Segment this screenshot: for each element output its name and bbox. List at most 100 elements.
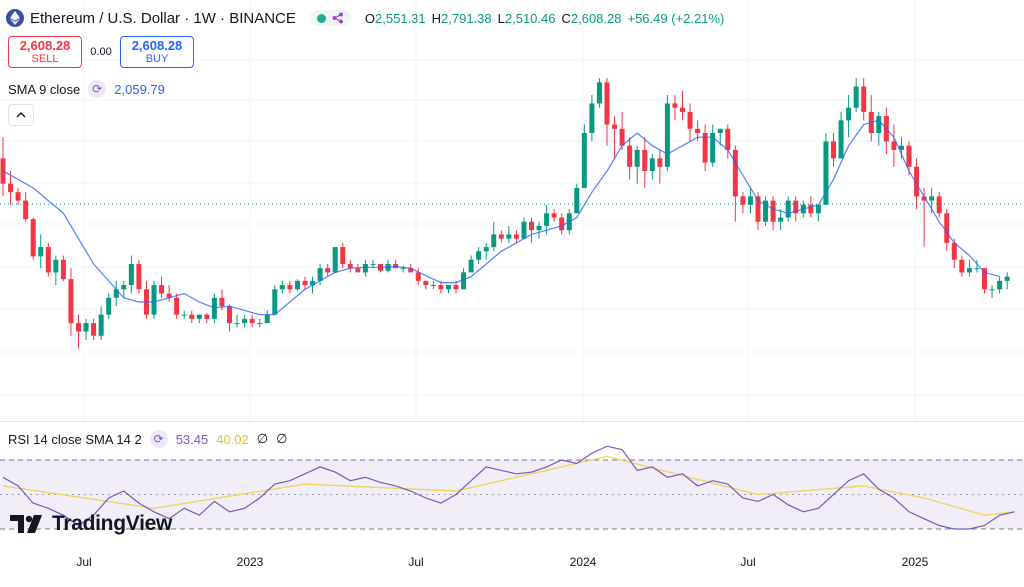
logo-text: TradingView [52,512,173,535]
x-tick-label: 2025 [901,555,929,569]
candle-body [702,133,708,163]
candle-body [559,217,565,231]
symbol-header: Ethereum / U.S. Dollar · 1W · BINANCE O2… [6,7,724,29]
symbol-title[interactable]: Ethereum / U.S. Dollar · 1W · BINANCE [30,9,296,27]
candle-body [574,187,580,214]
candle-body [60,259,66,280]
candle-body [551,213,557,218]
candle-body [966,268,972,273]
candle-body [53,259,59,273]
buy-button[interactable]: 2,608.28 BUY [120,36,194,68]
candle-body [279,285,285,290]
candle-body [596,82,602,104]
candle-body [136,263,142,290]
ethereum-icon [6,9,24,27]
candle-body [732,149,738,197]
open-value: 2,551.31 [375,10,426,26]
candle-body [242,318,248,324]
candle-body [189,314,195,319]
candle-body [483,247,489,252]
ohlc-values: O2,551.31 H2,791.38 L2,510.46 C2,608.28 … [365,11,724,26]
candle-body [196,314,202,319]
candle-body [476,251,482,260]
buy-label: BUY [145,53,169,66]
rsi-sma-value: 40.02 [216,431,249,447]
high-label: H [431,10,442,26]
candle-body [83,323,89,332]
sell-label: SELL [31,53,59,66]
candle-body [400,268,406,270]
candle-body [227,306,232,324]
candle-body [234,323,240,325]
candle-body [627,145,633,167]
candle-body [91,323,97,336]
collapse-legend-button[interactable] [8,104,34,126]
candle-body [672,103,678,108]
candle-body [861,86,867,112]
rsi-line [2,445,1015,530]
market-open-icon [316,13,326,23]
candle-body [876,116,882,134]
candle-body [30,219,36,257]
candle-body [725,128,731,150]
candle-body [302,280,308,286]
candle-body [891,141,897,150]
candle-body [906,145,912,167]
tradingview-logo[interactable]: TradingView [10,512,172,536]
refresh-icon[interactable]: ⟳ [88,80,107,98]
x-tick-label: Jul [740,555,756,569]
refresh-icon[interactable]: ⟳ [149,430,168,448]
x-tick-label: Jul [408,555,424,569]
candle-body [951,242,957,260]
candle-body [695,128,701,134]
candle-body [710,133,716,163]
candle-body [317,268,323,281]
candle-body [536,225,542,231]
candle-body [831,141,836,159]
candle-body [272,289,278,315]
candle-body [438,285,444,290]
candle-body [944,213,950,243]
rsi-sma-line [2,455,1015,516]
market-status[interactable] [309,10,351,26]
sma-legend[interactable]: SMA 9 close ⟳ 2,059.79 [8,80,165,98]
candle-body [974,268,980,270]
candle-body [997,280,1003,290]
candle-body [8,183,14,193]
rsi-chart[interactable] [0,421,1024,555]
sell-button[interactable]: 2,608.28 SELL [8,36,82,68]
time-axis[interactable]: Jul 2023 Jul 2024 Jul 2025 [0,555,1024,571]
candle-body [634,149,640,167]
candle-body [498,234,504,239]
price-chart[interactable] [0,0,1024,421]
candle-body [332,247,338,273]
candle-body [249,318,255,324]
candle-body [921,196,927,201]
trade-panel: 2,608.28 SELL 0.00 2,608.28 BUY [8,36,194,68]
candle-body [687,111,693,129]
candle-body [581,133,587,188]
rsi-legend[interactable]: RSI 14 close SMA 14 2 ⟳ 53.45 40.02 ∅ ∅ [8,430,287,448]
candle-body [468,259,474,273]
close-value: 2,608.28 [570,10,622,26]
candle-body [770,200,776,222]
candle-body [649,158,655,172]
candle-body [445,285,451,290]
candle-body [181,314,187,316]
candle-body [347,263,353,269]
candle-body [453,285,459,290]
high-value: 2,791.38 [441,10,492,26]
candle-body [604,82,610,125]
rsi-extra-2: ∅ [276,431,288,446]
candle-body [664,103,670,167]
chevron-up-icon [16,112,26,118]
candle-body [257,323,263,325]
sma-label: SMA 9 close [8,81,81,97]
candle-body [151,285,157,315]
low-value: 2,510.46 [504,10,556,26]
candle-body [121,285,127,290]
candle-body [959,259,965,273]
candle-body [174,297,180,315]
candle-body [853,86,859,108]
candle-body [793,200,799,214]
